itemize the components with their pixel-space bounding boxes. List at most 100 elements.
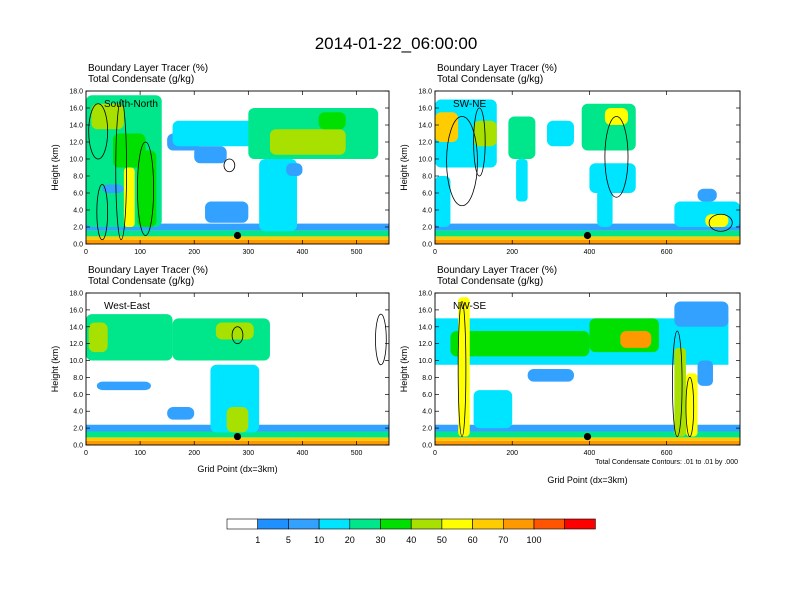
panel-name: NW-SE <box>453 301 486 312</box>
colorbar-label: 60 <box>468 535 478 545</box>
y-tick-label: 2.0 <box>422 426 432 433</box>
colorbar: 1 5 10 20 30 40 50 60 70 100 <box>226 518 596 545</box>
x-tick-label: 400 <box>584 450 596 457</box>
tracer-cell <box>697 360 713 386</box>
colorbar-label: 30 <box>375 535 385 545</box>
tracer-cell <box>458 297 470 437</box>
panel-name: South-North <box>104 99 158 110</box>
y-tick-label: 12.0 <box>69 140 83 147</box>
y-tick-label: 12.0 <box>69 341 83 348</box>
panel-title-line2: Total Condensate (g/kg) <box>437 276 543 287</box>
tracer-cell <box>674 301 729 327</box>
tracer-cell <box>172 120 254 147</box>
x-tick-label: 400 <box>297 249 309 256</box>
location-marker <box>233 432 242 441</box>
y-tick-label: 6.0 <box>73 191 83 198</box>
contour-line <box>137 141 155 236</box>
contour-line <box>223 158 236 173</box>
panels: 0 100 200 300 400 500 0.0 2.0 4.0 6.0 8.0 10.0 12.0 1… <box>50 63 741 485</box>
tracer-cell <box>705 214 729 227</box>
condensate-contours <box>446 107 733 232</box>
x-tick-label: 400 <box>297 450 309 457</box>
x-tick-label: 100 <box>134 249 146 256</box>
tracer-cell <box>205 201 249 223</box>
tracer-cell <box>435 440 740 445</box>
tracer-cell <box>123 167 135 227</box>
x-axis-label: Grid Point (dx=3km) <box>547 475 627 485</box>
colorbar-label: 5 <box>286 535 291 545</box>
colorbar-label: 40 <box>406 535 416 545</box>
tracer-cell <box>685 373 698 437</box>
y-axis-label: Height (km) <box>50 346 60 393</box>
panel-sw-ne: 0 200 400 600 0.0 2.0 4.0 6.0 8.0 10.0 12.0 14.0 16.… <box>399 63 741 256</box>
plot-frame <box>434 292 741 446</box>
y-tick-label: 14.0 <box>69 123 83 130</box>
y-tick-label: 0.0 <box>73 443 83 450</box>
plot-frame <box>85 292 390 446</box>
y-tick-label: 14.0 <box>418 324 432 331</box>
y-tick-label: 8.0 <box>422 174 432 181</box>
y-tick-label: 0.0 <box>422 443 432 450</box>
tracer-cell <box>473 390 513 429</box>
tracer-cell <box>450 331 590 357</box>
tracer-cell <box>589 163 636 193</box>
tracer-cell <box>435 112 459 142</box>
y-tick-label: 18.0 <box>69 291 83 298</box>
y-tick-label: 10.0 <box>418 157 432 164</box>
colorbar-swatch <box>380 518 412 530</box>
tracer-cell <box>86 223 389 231</box>
contour-line <box>685 377 695 437</box>
panel-title-line2: Total Condensate (g/kg) <box>88 74 194 85</box>
x-tick-label: 0 <box>433 450 437 457</box>
contour-line <box>473 107 486 177</box>
colorbar-label: 70 <box>498 535 508 545</box>
colorbar-swatch <box>441 518 473 530</box>
tracer-cell <box>318 112 346 130</box>
y-tick-label: 12.0 <box>418 341 432 348</box>
contour-line <box>96 184 109 241</box>
plot-frame <box>434 90 741 245</box>
y-tick-label: 4.0 <box>73 208 83 215</box>
x-tick-label: 300 <box>242 450 254 457</box>
x-tick-label: 0 <box>84 249 88 256</box>
tracer-cell <box>86 440 389 445</box>
y-tick-label: 0.0 <box>422 242 432 249</box>
y-tick-label: 16.0 <box>418 307 432 314</box>
colorbar-label: 10 <box>314 535 324 545</box>
y-tick-label: 10.0 <box>69 358 83 365</box>
x-tick-label: 400 <box>584 249 596 256</box>
x-axis-label: Grid Point (dx=3km) <box>197 464 277 474</box>
contour-line <box>708 213 733 232</box>
y-tick-label: 18.0 <box>418 291 432 298</box>
y-tick-label: 6.0 <box>422 191 432 198</box>
contour-line <box>604 116 629 198</box>
tracer-cell <box>167 407 195 420</box>
colorbar-swatch <box>288 518 320 530</box>
y-tick-label: 16.0 <box>418 106 432 113</box>
x-tick-label: 100 <box>134 450 146 457</box>
tracer-cell <box>215 322 254 340</box>
tracer-cell <box>697 188 717 202</box>
y-axis-label: Height (km) <box>399 346 409 393</box>
y-tick-label: 10.0 <box>69 157 83 164</box>
panel-title-line2: Total Condensate (g/kg) <box>88 276 194 287</box>
panel-west-east: 0 100 200 300 400 500 0.0 2.0 4.0 6.0 8.0 10.0 12.0 1… <box>50 265 390 474</box>
tracer-cell <box>86 314 173 361</box>
tracer-cell <box>259 159 298 232</box>
y-tick-label: 18.0 <box>69 89 83 96</box>
condensate-contours <box>231 313 387 366</box>
location-marker <box>583 231 592 240</box>
y-axis-label: Height (km) <box>399 144 409 191</box>
tracer-cell <box>597 188 613 227</box>
x-tick-label: 500 <box>351 249 363 256</box>
y-tick-label: 4.0 <box>422 409 432 416</box>
panel-south-north: 0 100 200 300 400 500 0.0 2.0 4.0 6.0 8.0 10.0 12.0 1… <box>50 63 390 256</box>
x-tick-label: 0 <box>433 249 437 256</box>
tracer-cell <box>516 159 528 202</box>
tracer-cell <box>102 184 124 193</box>
y-tick-label: 0.0 <box>73 242 83 249</box>
y-tick-label: 2.0 <box>422 225 432 232</box>
tracer-cell <box>435 424 740 432</box>
y-tick-label: 4.0 <box>422 208 432 215</box>
contour-line <box>457 301 467 437</box>
